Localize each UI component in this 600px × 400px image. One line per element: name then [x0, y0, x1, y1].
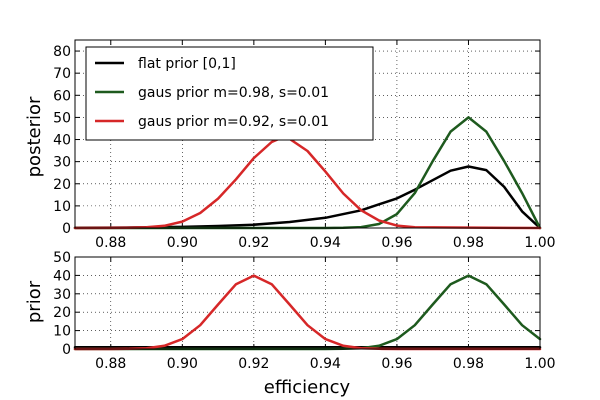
series-line-3	[73, 136, 542, 230]
y-tick-label: 30	[53, 155, 71, 171]
y-tick-label: 0	[62, 221, 71, 237]
x-tick-label: 0.90	[167, 235, 198, 251]
x-tick-label: 0.94	[310, 356, 341, 372]
series-line-3	[73, 274, 542, 351]
y-tick-label: 70	[53, 66, 71, 82]
y-tick-label: 30	[53, 287, 71, 303]
series-line-1	[73, 165, 542, 230]
legend: flat prior [0,1] gaus prior m=0.98, s=0.0…	[85, 46, 374, 141]
y-tick-label: 0	[62, 342, 71, 358]
posterior-axis-label: posterior	[24, 96, 45, 177]
x-tick-label: 0.88	[95, 235, 126, 251]
efficiency-axis-label: efficiency	[264, 377, 351, 398]
x-tick-label: 0.90	[167, 356, 198, 372]
x-tick-label: 0.96	[381, 235, 412, 251]
y-tick-label: 10	[53, 324, 71, 340]
x-tick-label: 0.94	[310, 235, 341, 251]
y-tick-label: 40	[53, 268, 71, 284]
x-tick-label: 0.92	[238, 356, 269, 372]
x-tick-label: 0.88	[95, 356, 126, 372]
y-tick-label: 40	[53, 133, 71, 149]
x-tick-label: 1.00	[524, 356, 555, 372]
plot-frame	[74, 39, 541, 229]
x-tick-label: 0.96	[381, 356, 412, 372]
x-tick-label: 1.00	[524, 235, 555, 251]
legend-entry: flat prior [0,1]	[138, 56, 236, 72]
y-tick-label: 20	[53, 305, 71, 321]
plot-frame	[74, 256, 541, 350]
legend-entry: gaus prior m=0.98, s=0.01	[138, 85, 329, 101]
y-tick-label: 80	[53, 44, 71, 60]
y-tick-label: 50	[53, 250, 71, 266]
y-tick-label: 20	[53, 177, 71, 193]
legend-box	[85, 46, 374, 141]
x-tick-label: 0.92	[238, 235, 269, 251]
y-tick-label: 50	[53, 110, 71, 126]
y-tick-label: 60	[53, 88, 71, 104]
x-tick-label: 0.98	[453, 356, 484, 372]
x-tick-label: 0.98	[453, 235, 484, 251]
y-tick-label: 10	[53, 199, 71, 215]
prior-panel: 0.88 0.90 0.92 0.94 0.96 0.98 1.00 0 10 20 30 40 50	[53, 250, 555, 372]
posterior-panel: 0.88 0.90 0.92 0.94 0.96 0.98 1.00 0 10 20 30 40 50 6…	[53, 39, 556, 251]
prior-axis-label: prior	[24, 280, 45, 323]
legend-entry: gaus prior m=0.92, s=0.01	[138, 114, 329, 130]
